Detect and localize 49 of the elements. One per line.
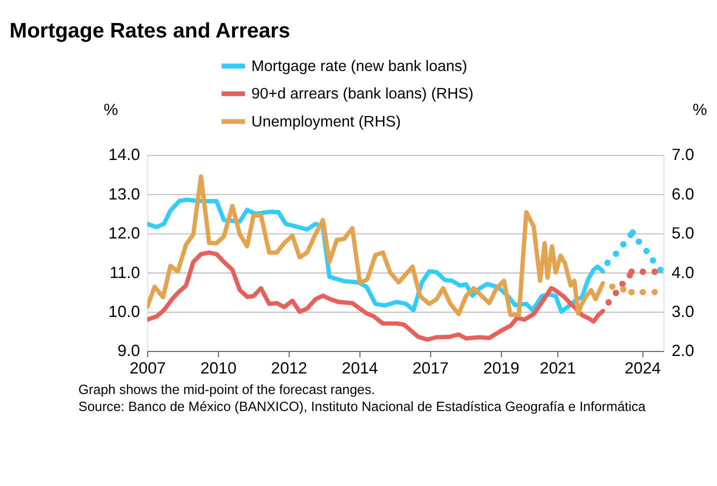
y-tick-label: 13.0: [108, 185, 140, 204]
y-tick-label: 12.0: [108, 224, 140, 243]
point: [619, 280, 626, 288]
y2-tick-label: 6.0: [672, 185, 694, 204]
y2-tick-label: 2.0: [672, 342, 694, 360]
point: [629, 229, 636, 236]
point: [628, 268, 635, 275]
y-tick-label: 10.0: [108, 303, 140, 321]
point: [620, 241, 627, 248]
source-note: Source: Banco de México (BANXICO), Instituto Nacional de Estadística Geografía e Informática: [78, 399, 646, 414]
y2-tick-label: 4.0: [672, 264, 694, 282]
point: [643, 248, 650, 254]
line-series: [147, 250, 606, 342]
point: [640, 288, 646, 296]
x-tick-label: 2010: [200, 359, 236, 378]
point: [636, 238, 642, 245]
y-tick-label: 14.0: [108, 146, 140, 164]
y-axis-title: %: [104, 100, 118, 119]
y2-axis-title: %: [692, 100, 708, 119]
legend-label: Mortgage rate (new bank loans): [251, 58, 468, 75]
point: [651, 288, 658, 296]
chart-title: Mortgage Rates and Arrears: [10, 19, 290, 42]
x-tick-label: 2019: [483, 359, 520, 378]
point: [605, 299, 612, 306]
point: [604, 260, 611, 266]
point: [651, 268, 658, 275]
point: [612, 290, 620, 296]
y-tick-label: 9.0: [117, 342, 140, 360]
x-tick-label: 2024: [624, 359, 661, 378]
point: [640, 268, 646, 275]
point: [657, 266, 664, 274]
point: [650, 257, 656, 264]
y2-tick-label: 5.0: [672, 224, 694, 243]
x-tick-label: 2021: [540, 359, 576, 378]
x-tick-label: 2007: [130, 359, 166, 378]
legend-label: Unemployment (RHS): [251, 113, 401, 130]
y-tick-label: 11.0: [110, 264, 140, 282]
legend-label: 90+d arrears (bank loans) (RHS): [251, 86, 474, 103]
x-tick-label: 2017: [412, 359, 449, 378]
point: [612, 250, 620, 257]
point: [609, 283, 616, 290]
line-series: [147, 174, 606, 318]
y2-tick-label: 3.0: [672, 303, 694, 321]
text: Graph shows the mid-point of the forecast ranges.: [78, 382, 376, 397]
point: [620, 286, 627, 293]
x-tick-label: 2012: [271, 359, 308, 378]
x-tick-label: 2014: [342, 359, 378, 378]
y2-tick-label: 7.0: [672, 146, 694, 164]
point: [628, 288, 635, 296]
